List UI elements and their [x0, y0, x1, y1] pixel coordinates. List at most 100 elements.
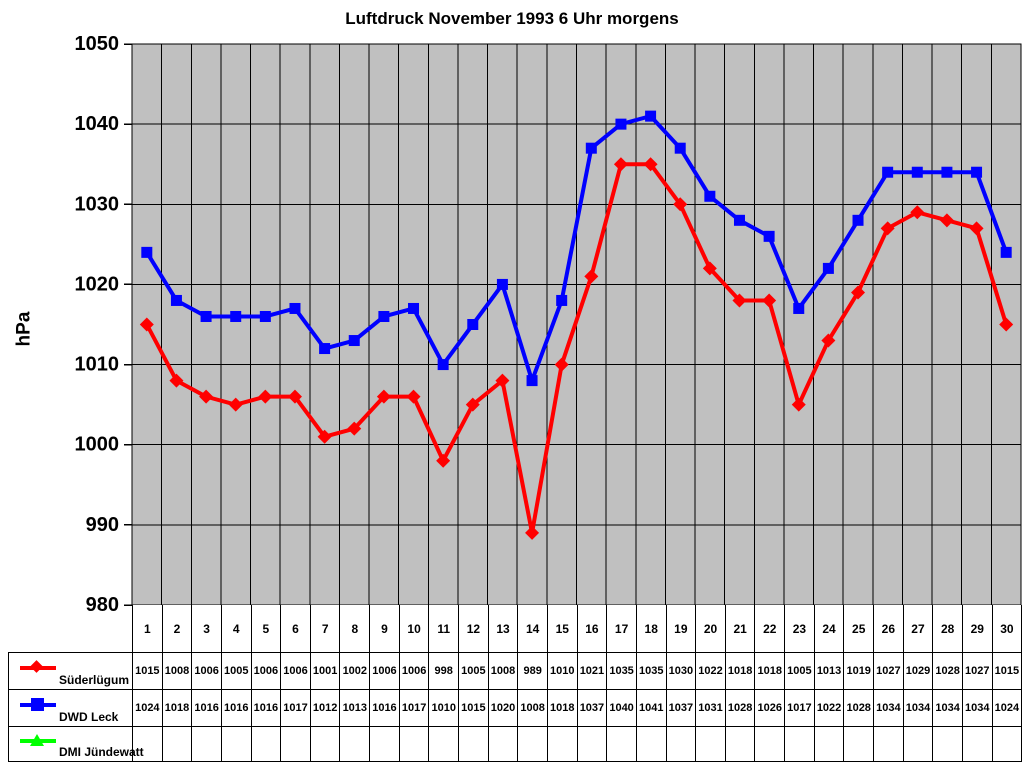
value-cell: 1034	[904, 690, 934, 726]
day-cell: 10	[400, 605, 430, 652]
square-marker	[141, 246, 153, 258]
value-cell	[815, 727, 845, 761]
diamond-marker	[317, 429, 332, 444]
triangle-icon	[30, 734, 44, 746]
value-cell	[192, 727, 222, 761]
value-cell: 1034	[933, 690, 963, 726]
value-cell	[370, 727, 400, 761]
value-cell: 1005	[785, 653, 815, 689]
square-marker	[971, 166, 983, 178]
value-cell: 1035	[637, 653, 667, 689]
value-cell: 1006	[281, 653, 311, 689]
diamond-marker	[969, 221, 984, 236]
value-cell: 1016	[222, 690, 252, 726]
square-marker	[911, 166, 923, 178]
day-cell: 19	[667, 605, 697, 652]
value-cell	[459, 727, 489, 761]
value-cell: 1005	[222, 653, 252, 689]
value-cell: 1001	[311, 653, 341, 689]
day-cell: 3	[192, 605, 222, 652]
value-cell	[311, 727, 341, 761]
day-cell: 13	[489, 605, 519, 652]
legend-label: DWD Leck	[59, 710, 119, 724]
value-cell: 1027	[963, 653, 993, 689]
value-cell: 1035	[607, 653, 637, 689]
y-tick-label: 1000	[75, 434, 120, 456]
square-marker	[378, 310, 390, 322]
day-cell: 30	[993, 605, 1023, 652]
value-cell	[993, 727, 1023, 761]
square-marker	[170, 294, 182, 306]
diamond-marker	[673, 197, 688, 212]
value-cell: 1002	[340, 653, 371, 689]
diamond-marker	[436, 453, 451, 468]
day-cell: 15	[548, 605, 578, 652]
value-cell	[726, 727, 756, 761]
value-cell: 1034	[874, 690, 904, 726]
square-marker	[763, 230, 775, 242]
day-cell: 28	[933, 605, 963, 652]
value-cell: 1041	[637, 690, 667, 726]
diamond-marker	[258, 389, 273, 404]
square-marker	[941, 166, 953, 178]
diamond-marker	[287, 389, 302, 404]
value-cell: 1016	[252, 690, 282, 726]
value-cell	[785, 727, 815, 761]
diamond-marker	[525, 525, 540, 540]
value-cell: 1020	[489, 690, 519, 726]
value-cell: 1024	[993, 690, 1023, 726]
value-cell: 1013	[340, 690, 371, 726]
day-header-row: 1 2 3 4 5 6 7 8 9 10 11 12 13 14 15 16 17 18 19 20 21 22 23 24 2…	[132, 605, 1023, 652]
value-cell: 1015	[133, 653, 163, 689]
diamond-marker	[139, 317, 154, 332]
square-icon	[31, 698, 44, 711]
value-cell: 1024	[133, 690, 163, 726]
square-marker	[259, 310, 271, 322]
square-marker	[467, 319, 479, 330]
value-cell: 1030	[667, 653, 697, 689]
value-cell	[578, 727, 608, 761]
day-cell: 9	[370, 605, 400, 652]
day-cell: 1	[133, 605, 163, 652]
value-cell: 1005	[459, 653, 489, 689]
square-marker	[408, 302, 420, 314]
value-cell: 1006	[370, 653, 400, 689]
value-cell: 1015	[459, 690, 489, 726]
day-cell: 23	[785, 605, 815, 652]
square-marker	[526, 375, 538, 387]
value-cell: 1027	[874, 653, 904, 689]
value-cell: 989	[518, 653, 548, 689]
diamond-marker	[406, 389, 421, 404]
series-row: DMI Jündewatt	[8, 727, 1023, 762]
day-cell: 18	[637, 605, 667, 652]
day-cell: 17	[607, 605, 637, 652]
diamond-marker	[821, 333, 836, 348]
legend-item: DWD Leck	[9, 690, 133, 726]
value-cell	[667, 727, 697, 761]
y-tick-label: 1030	[75, 193, 120, 215]
day-cell: 25	[844, 605, 875, 652]
y-tick-label: 1050	[75, 33, 120, 55]
value-cell: 1008	[518, 690, 548, 726]
diamond-marker	[228, 397, 243, 412]
value-cell: 1012	[311, 690, 341, 726]
value-cell: 1018	[548, 690, 578, 726]
value-cell	[963, 727, 993, 761]
value-cell: 1017	[400, 690, 430, 726]
value-cell: 1006	[400, 653, 430, 689]
day-cell: 6	[281, 605, 311, 652]
square-marker	[733, 214, 745, 226]
square-marker	[793, 302, 805, 314]
value-cell: 1037	[578, 690, 608, 726]
diamond-marker	[851, 285, 866, 300]
value-cell: 1037	[667, 690, 697, 726]
value-cell	[607, 727, 637, 761]
square-marker	[615, 118, 627, 130]
value-cell: 1015	[993, 653, 1023, 689]
value-cell: 1008	[163, 653, 193, 689]
day-cell: 26	[874, 605, 904, 652]
diamond-marker	[584, 269, 599, 284]
value-cell: 1010	[429, 690, 460, 726]
value-cell	[400, 727, 430, 761]
diamond-marker	[613, 157, 628, 172]
